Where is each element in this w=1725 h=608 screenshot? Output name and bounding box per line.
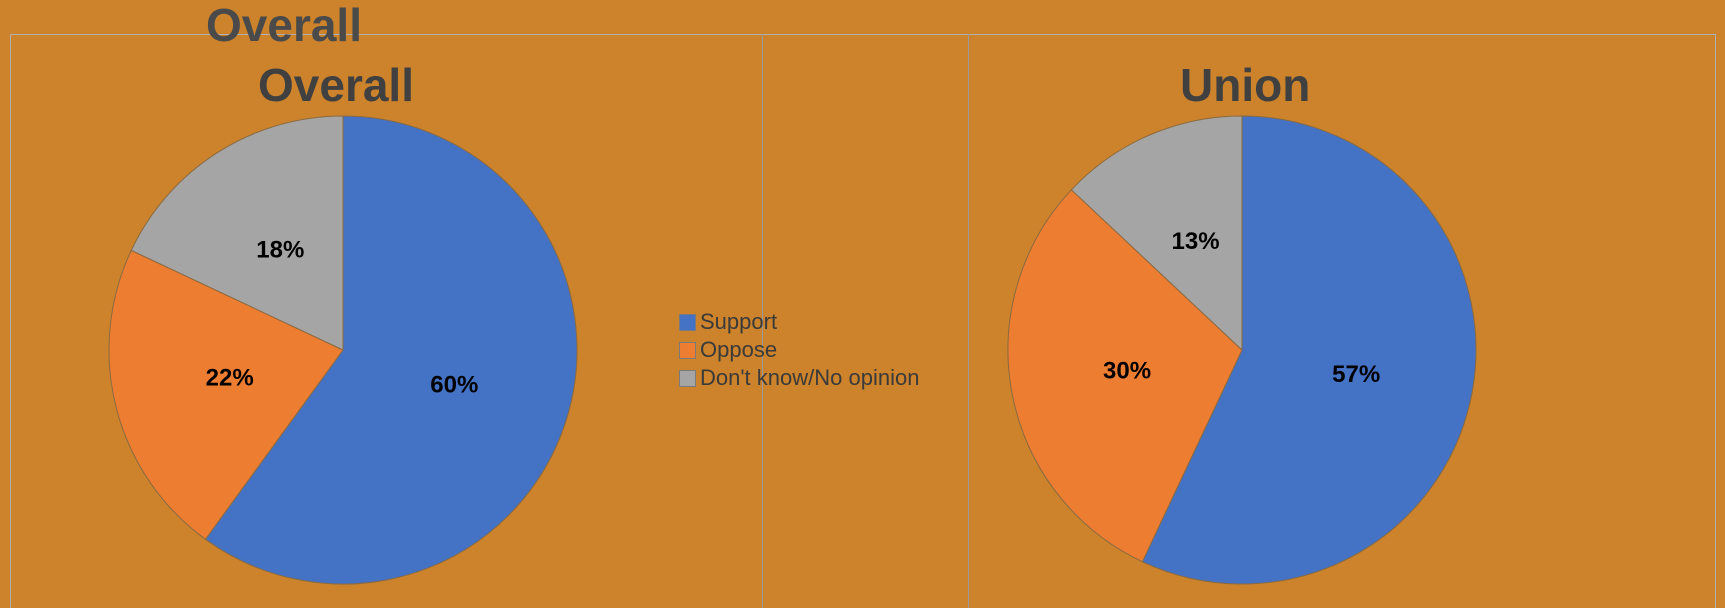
union-slice-support xyxy=(1141,115,1477,585)
legend-swatch-support xyxy=(679,313,696,331)
union-slice-oppose xyxy=(1007,189,1243,563)
overall-data-label-don-t-know-no-opinion: 18% xyxy=(256,237,304,264)
chart-divider xyxy=(762,34,763,608)
overall-slice-support xyxy=(204,115,578,585)
union-slice-don-t-know-no-opinion xyxy=(1070,115,1243,352)
legend-label-support: Support xyxy=(700,309,778,334)
union-data-label-oppose: 30% xyxy=(1103,357,1151,384)
legend-item-support: Support xyxy=(679,308,919,336)
union-chart-title: Union xyxy=(1180,59,1311,111)
union-data-label-don-t-know-no-opinion: 13% xyxy=(1172,228,1220,255)
overall-chart-title: Overall xyxy=(258,59,414,111)
ghost-title: Overall xyxy=(206,0,362,51)
overall-data-label-support: 60% xyxy=(430,371,478,398)
legend-label-dont-know: Don't know/No opinion xyxy=(700,365,920,390)
overall-slice-don-t-know-no-opinion xyxy=(130,115,344,351)
legend-swatch-oppose xyxy=(679,341,696,359)
legend-label-oppose: Oppose xyxy=(700,337,778,362)
legend-item-oppose: Oppose xyxy=(679,336,919,364)
union-data-label-support: 57% xyxy=(1332,361,1380,388)
chart-divider xyxy=(968,34,969,608)
legend-item-dont-know: Don't know/No opinion xyxy=(679,364,919,392)
chart-frame xyxy=(10,34,1716,608)
legend-swatch-dont-know xyxy=(679,369,696,387)
legend: Support Oppose Don't know/No opinion xyxy=(679,308,919,392)
overall-data-label-oppose: 22% xyxy=(206,364,254,391)
